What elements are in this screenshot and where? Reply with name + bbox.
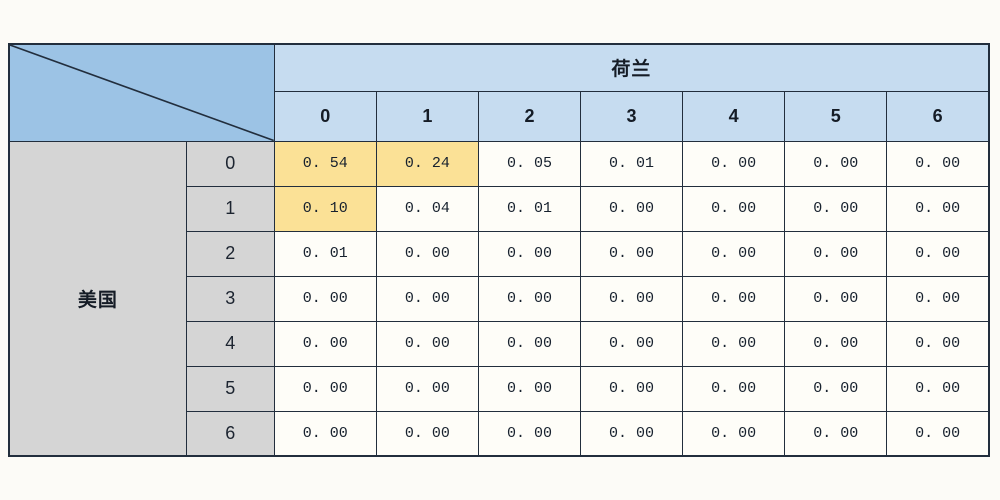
data-cell: 0. 00 <box>375 320 479 367</box>
row-header-2: 2 <box>185 230 275 277</box>
data-cell: 0. 00 <box>477 320 582 367</box>
table-row: 4 0. 00 0. 00 0. 00 0. 00 0. 00 0. 00 0. 00 <box>9 320 990 367</box>
col-header-6: 6 <box>886 90 990 142</box>
data-cell: 0. 00 <box>477 275 582 322</box>
data-cell: 0. 00 <box>886 275 990 322</box>
data-cell: 0. 00 <box>580 365 684 412</box>
data-cell: 0. 00 <box>375 365 479 412</box>
data-cell: 0. 00 <box>273 410 377 457</box>
table-row: 6 0. 00 0. 00 0. 00 0. 00 0. 00 0. 00 0. 00 <box>9 410 990 457</box>
col-header-5: 5 <box>784 90 888 142</box>
data-cell: 0. 01 <box>273 230 377 277</box>
data-cell: 0. 00 <box>886 230 990 277</box>
data-cell-highlighted: 0. 54 <box>273 140 377 187</box>
data-cell: 0. 00 <box>682 140 786 187</box>
data-cell: 0. 00 <box>273 320 377 367</box>
data-cell: 0. 00 <box>784 185 888 232</box>
data-cell: 0. 00 <box>682 410 786 457</box>
col-header-3: 3 <box>580 90 684 142</box>
data-cell: 0. 00 <box>784 320 888 367</box>
data-cell: 0. 00 <box>784 275 888 322</box>
data-cell: 0. 00 <box>375 410 479 457</box>
data-cell: 0. 00 <box>682 275 786 322</box>
data-cell: 0. 00 <box>580 230 684 277</box>
data-cell: 0. 00 <box>886 410 990 457</box>
col-header-1: 1 <box>375 90 479 142</box>
data-cell: 0. 00 <box>273 275 377 322</box>
data-cell: 0. 00 <box>580 275 684 322</box>
data-cell-highlighted: 0. 10 <box>273 185 377 232</box>
row-header-0: 0 <box>185 140 275 187</box>
table-row: 5 0. 00 0. 00 0. 00 0. 00 0. 00 0. 00 0. 00 <box>9 365 990 412</box>
data-cell: 0. 00 <box>886 365 990 412</box>
data-cell: 0. 00 <box>477 365 582 412</box>
data-cell: 0. 00 <box>784 140 888 187</box>
matrix-body: 美国 0 0. 54 0. 24 0. 05 0. 01 0. 00 0. 00 0. 00 1 0… <box>8 140 990 457</box>
data-cell: 0. 00 <box>682 320 786 367</box>
data-cell: 0. 00 <box>682 365 786 412</box>
data-cell: 0. 00 <box>784 230 888 277</box>
data-cell: 0. 00 <box>682 230 786 277</box>
data-cell: 0. 01 <box>477 185 582 232</box>
row-group-header: 美国 <box>8 140 187 457</box>
data-cell: 0. 00 <box>580 185 684 232</box>
data-cell: 0. 00 <box>784 365 888 412</box>
data-cell: 0. 00 <box>375 275 479 322</box>
data-cell: 0. 00 <box>886 320 990 367</box>
table-row: 2 0. 01 0. 00 0. 00 0. 00 0. 00 0. 00 0. 00 <box>9 230 990 277</box>
row-header-3: 3 <box>185 275 275 322</box>
col-header-4: 4 <box>682 90 786 142</box>
row-header-4: 4 <box>185 320 275 367</box>
table-row: 美国 0 0. 54 0. 24 0. 05 0. 01 0. 00 0. 00 0. 00 <box>8 140 990 457</box>
col-header-0: 0 <box>273 90 377 142</box>
row-header-1: 1 <box>185 185 275 232</box>
data-cell-highlighted: 0. 24 <box>375 140 479 187</box>
data-cell: 0. 00 <box>273 365 377 412</box>
data-cell: 0. 00 <box>477 230 582 277</box>
row-header-6: 6 <box>185 410 275 457</box>
data-cell: 0. 01 <box>580 140 684 187</box>
data-cell: 0. 00 <box>375 230 479 277</box>
data-cell: 0. 00 <box>886 140 990 187</box>
col-header-2: 2 <box>477 90 582 142</box>
data-cell: 0. 00 <box>477 410 582 457</box>
corner-diagonal-cell <box>8 43 275 142</box>
diagonal-divider-line <box>10 45 274 141</box>
data-cell: 0. 00 <box>784 410 888 457</box>
data-cell: 0. 05 <box>477 140 582 187</box>
row-header-5: 5 <box>185 365 275 412</box>
column-group-header: 荷兰 <box>273 43 990 92</box>
data-cell: 0. 00 <box>682 185 786 232</box>
data-cell: 0. 00 <box>580 320 684 367</box>
data-cell: 0. 04 <box>375 185 479 232</box>
data-cell: 0. 00 <box>886 185 990 232</box>
data-cell: 0. 00 <box>580 410 684 457</box>
